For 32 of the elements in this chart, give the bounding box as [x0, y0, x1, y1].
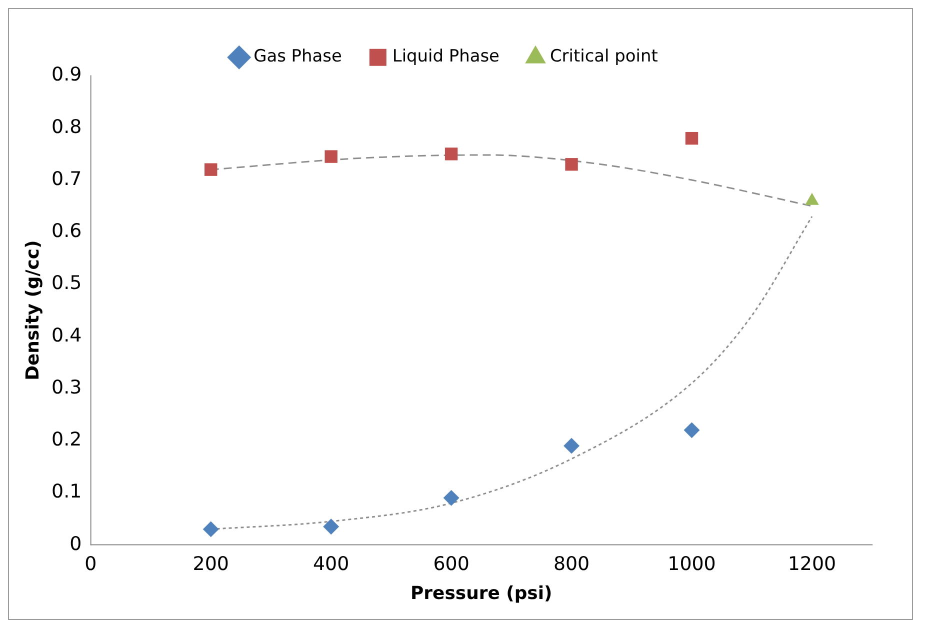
x-tick-label: 800	[553, 553, 590, 576]
y-tick-label: 0.8	[52, 116, 82, 138]
point	[564, 438, 580, 454]
point	[684, 422, 700, 438]
y-tick-label: 0.1	[52, 480, 82, 503]
y-tick-label: 0.4	[52, 324, 82, 346]
legend-label: Liquid Phase	[392, 46, 500, 66]
y-tick-label: 0.9	[52, 64, 82, 86]
x-axis-title: Pressure (psi)	[410, 582, 552, 604]
x-tick-label: 200	[192, 553, 229, 576]
y-tick-label: 0.2	[52, 428, 82, 451]
point	[204, 163, 218, 176]
y-tick-label: 0.5	[52, 272, 82, 294]
x-tick-label: 1200	[788, 553, 836, 576]
point	[202, 521, 219, 538]
point	[444, 148, 458, 160]
point	[443, 490, 460, 506]
y-tick-label: 0.3	[52, 376, 82, 398]
x-tick-label: 1000	[668, 553, 716, 576]
legend-label: Gas Phase	[254, 46, 342, 66]
x-tick-label: 400	[312, 553, 350, 576]
point	[565, 158, 578, 171]
point	[323, 518, 340, 535]
x-tick-label: 0	[84, 553, 97, 576]
legend-label: Critical point	[550, 46, 658, 66]
y-tick-label: 0	[70, 532, 82, 555]
point	[324, 150, 338, 163]
y-axis-title: Density (g/cc)	[22, 240, 44, 380]
y-tick-label: 0.6	[52, 220, 82, 242]
x-tick-label: 600	[433, 553, 470, 576]
y-tick-label: 0.7	[52, 168, 82, 190]
point	[685, 132, 698, 145]
